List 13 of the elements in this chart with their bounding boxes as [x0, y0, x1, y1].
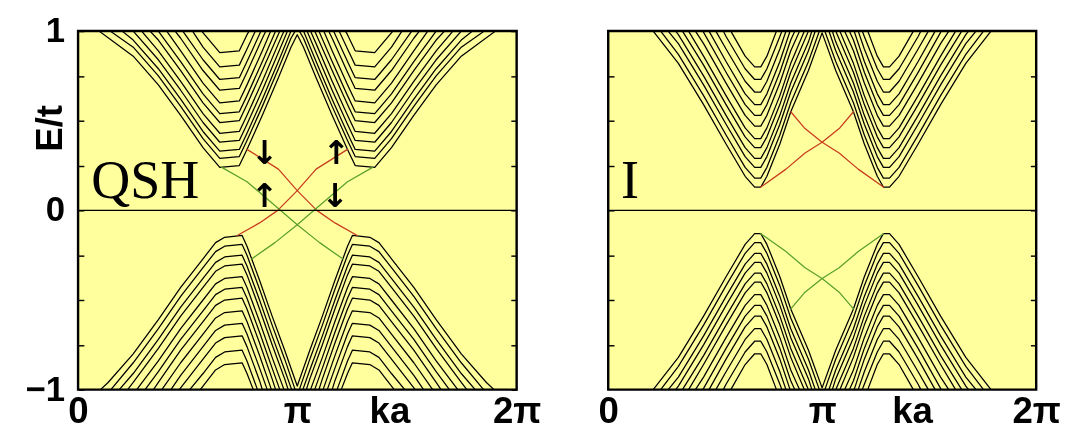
x-tick-label: π [283, 389, 312, 431]
x-tick-label: π [808, 389, 837, 431]
x-tick-label: 0 [598, 389, 619, 431]
x-axis-title: ka [892, 389, 934, 431]
annotation: QSH [91, 150, 200, 211]
y-axis-title: E/t [29, 104, 71, 152]
y-tick-label: 1 [45, 11, 66, 50]
x-axis-title: ka [369, 389, 411, 431]
x-tick-label: 2π [492, 389, 542, 431]
y-tick-label: 0 [45, 190, 66, 229]
y-tick-label: −1 [25, 369, 66, 408]
x-tick-label: 2π [1012, 389, 1061, 431]
annotation: I [621, 150, 640, 211]
